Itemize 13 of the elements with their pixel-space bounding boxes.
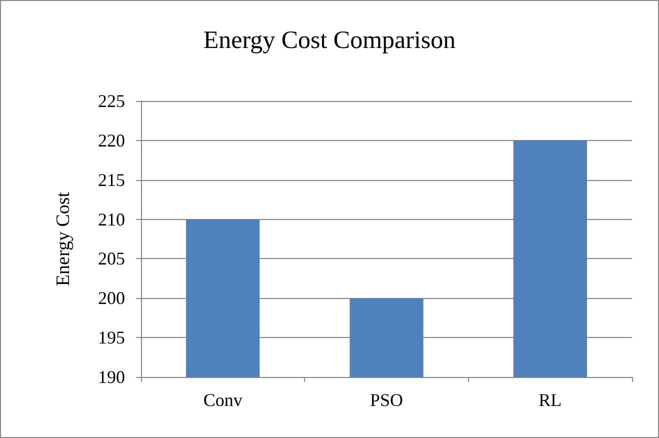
- y-axis-title: Energy Cost: [53, 191, 74, 286]
- y-tick-label: 215: [98, 170, 125, 190]
- y-tick-label: 205: [98, 248, 125, 269]
- y-tick-label: 190: [98, 367, 125, 387]
- x-tick-label: RL: [538, 390, 562, 410]
- x-tick-label: PSO: [370, 390, 404, 410]
- y-tick-label: 225: [98, 91, 125, 111]
- y-tick-label: 220: [98, 130, 125, 150]
- y-tick-label: 200: [98, 288, 125, 308]
- x-tick-label: Conv: [203, 390, 242, 410]
- y-tick-label: 210: [98, 209, 125, 230]
- chart-title: Energy Cost Comparison: [203, 27, 456, 54]
- y-tick-label: 195: [98, 328, 125, 348]
